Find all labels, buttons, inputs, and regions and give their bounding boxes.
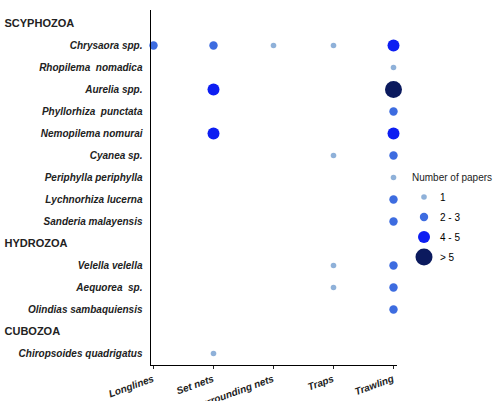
svg-text:2 - 3: 2 - 3 bbox=[440, 212, 460, 223]
svg-text:Chiropsoides quadrigatus: Chiropsoides quadrigatus bbox=[19, 348, 143, 359]
svg-text:Trawling: Trawling bbox=[353, 373, 395, 397]
svg-text:Surrounding nets: Surrounding nets bbox=[193, 373, 275, 401]
svg-text:HYDROZOA: HYDROZOA bbox=[5, 237, 68, 249]
svg-text:Aurelia spp.: Aurelia spp. bbox=[84, 84, 142, 95]
svg-text:SCYPHOZOA: SCYPHOZOA bbox=[5, 17, 75, 29]
svg-text:Lychnorhiza lucerna: Lychnorhiza lucerna bbox=[45, 194, 143, 205]
svg-text:CUBOZOA: CUBOZOA bbox=[5, 325, 61, 337]
svg-text:Velella velella: Velella velella bbox=[78, 260, 143, 271]
svg-text:1: 1 bbox=[440, 192, 446, 203]
svg-text:Traps: Traps bbox=[306, 373, 336, 393]
svg-text:Olindias sambaquiensis: Olindias sambaquiensis bbox=[28, 304, 143, 315]
svg-text:4 - 5: 4 - 5 bbox=[440, 232, 460, 243]
svg-text:Periphylla periphylla: Periphylla periphylla bbox=[45, 172, 143, 183]
svg-text:Rhopilema nomadica: Rhopilema nomadica bbox=[39, 62, 143, 73]
svg-text:> 5: > 5 bbox=[440, 252, 455, 263]
svg-text:Aequorea sp.: Aequorea sp. bbox=[75, 282, 142, 293]
svg-text:Set nets: Set nets bbox=[175, 373, 216, 397]
svg-text:Phyllorhiza punctata: Phyllorhiza punctata bbox=[42, 106, 143, 117]
svg-text:Longlines: Longlines bbox=[107, 373, 156, 400]
html-text:Number of papers: Number of papers bbox=[412, 172, 492, 183]
svg-text:Nemopilema nomurai: Nemopilema nomurai bbox=[41, 128, 143, 139]
svg-text:Chrysaora spp.: Chrysaora spp. bbox=[70, 40, 143, 51]
svg-text:Cyanea sp.: Cyanea sp. bbox=[90, 150, 143, 161]
svg-text:Sanderia malayensis: Sanderia malayensis bbox=[44, 216, 143, 227]
